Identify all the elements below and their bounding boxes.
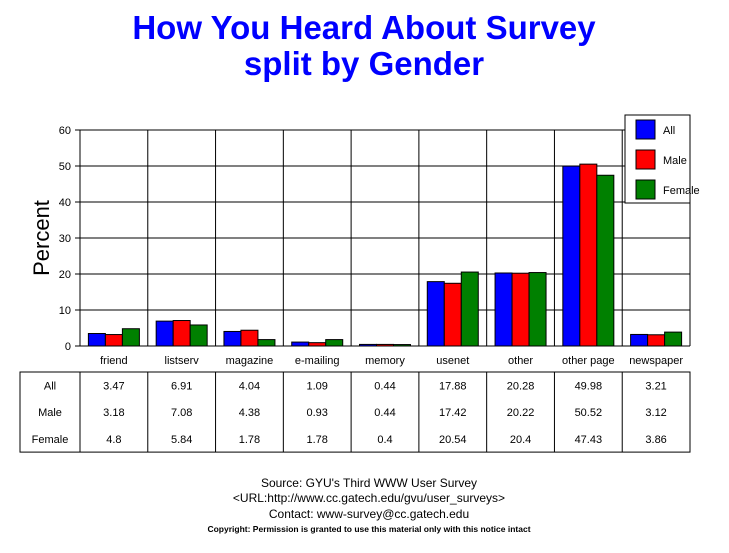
bar-male [240, 329, 259, 347]
legend-swatch-female [635, 179, 656, 200]
y-tick-label: 0 [65, 341, 71, 353]
y-axis-label: Percent [29, 200, 54, 276]
bar-all [630, 333, 649, 347]
bar-all [494, 272, 513, 347]
table-cell: 1.78 [239, 434, 260, 446]
table-cell: 50.52 [575, 407, 603, 419]
bar-male [376, 343, 394, 347]
bar-all [87, 333, 106, 347]
bar-female [189, 324, 208, 347]
table-cell: 7.08 [171, 407, 192, 419]
y-tick-label: 10 [59, 305, 71, 317]
x-tick-label: listserv [165, 355, 200, 367]
bar-all [359, 343, 377, 347]
y-tick-label: 50 [59, 161, 71, 173]
bar-all [562, 165, 581, 347]
footer-source: Source: GYU's Third WWW User Survey [261, 476, 477, 490]
bar-male [172, 320, 191, 347]
x-tick-label: e-mailing [295, 355, 340, 367]
legend-label: All [663, 125, 675, 137]
table-cell: 1.09 [307, 380, 328, 392]
y-tick-label: 30 [59, 233, 71, 245]
bar-all [155, 320, 174, 347]
table-cell: 20.4 [510, 434, 531, 446]
table-row-header: Female [32, 434, 69, 446]
table-cell: 3.18 [103, 407, 124, 419]
bar-female [121, 328, 140, 347]
y-tick-label: 40 [59, 197, 71, 209]
table-cell: 4.38 [239, 407, 260, 419]
x-tick-label: friend [100, 355, 128, 367]
table-cell: 0.4 [377, 434, 392, 446]
bar-female [596, 174, 615, 347]
footer-copyright: Copyright: Permission is granted to use … [207, 524, 530, 534]
table-cell: 3.21 [645, 380, 666, 392]
chart-title: How You Heard About Survey [132, 9, 596, 46]
bar-male [443, 282, 462, 347]
table-cell: 5.84 [171, 434, 192, 446]
footer-contact[interactable]: Contact: www-survey@cc.gatech.edu [269, 507, 469, 521]
table-cell: 47.43 [575, 434, 603, 446]
chart-subtitle: split by Gender [244, 45, 484, 82]
footer-url[interactable]: <URL:http://www.cc.gatech.edu/gvu/user_s… [233, 491, 505, 505]
x-tick-label: memory [365, 355, 405, 367]
table-cell: 6.91 [171, 380, 192, 392]
table-cell: 17.88 [439, 380, 467, 392]
table-cell: 4.04 [239, 380, 260, 392]
bar-female [325, 339, 344, 347]
y-tick-label: 60 [59, 125, 71, 137]
data-table [19, 371, 691, 453]
bar-male [647, 334, 666, 347]
bar-female [460, 271, 479, 347]
legend-label: Male [663, 155, 687, 167]
legend-label: Female [663, 185, 700, 197]
table-cell: 49.98 [575, 380, 603, 392]
table-cell: 0.93 [307, 407, 328, 419]
bar-male [511, 272, 530, 347]
table-cell: 20.54 [439, 434, 467, 446]
table-cell: 17.42 [439, 407, 467, 419]
table-cell: 3.86 [645, 434, 666, 446]
bar-male [104, 334, 123, 347]
bar-male [579, 163, 598, 347]
bar-all [426, 281, 445, 347]
table-cell: 0.44 [374, 407, 395, 419]
table-cell: 1.78 [307, 434, 328, 446]
bar-all [223, 330, 242, 347]
legend-swatch-all [635, 119, 656, 140]
bar-female [393, 344, 411, 347]
table-cell: 20.28 [507, 380, 535, 392]
bar-female [257, 339, 276, 347]
table-row-header: All [44, 380, 56, 392]
x-tick-label: magazine [226, 355, 274, 367]
x-tick-label: other [508, 355, 533, 367]
legend-swatch-male [635, 149, 656, 170]
table-cell: 3.47 [103, 380, 124, 392]
bar-all [291, 341, 310, 347]
table-cell: 0.44 [374, 380, 395, 392]
bar-female [528, 272, 547, 347]
y-tick-label: 20 [59, 269, 71, 281]
x-tick-label: other page [562, 355, 615, 367]
bar-female [664, 331, 683, 347]
x-tick-label: usenet [436, 355, 469, 367]
x-tick-label: newspaper [629, 355, 683, 367]
table-row-header: Male [38, 407, 62, 419]
table-cell: 4.8 [106, 434, 121, 446]
bar-male [308, 342, 327, 347]
table-cell: 20.22 [507, 407, 535, 419]
table-cell: 3.12 [645, 407, 666, 419]
